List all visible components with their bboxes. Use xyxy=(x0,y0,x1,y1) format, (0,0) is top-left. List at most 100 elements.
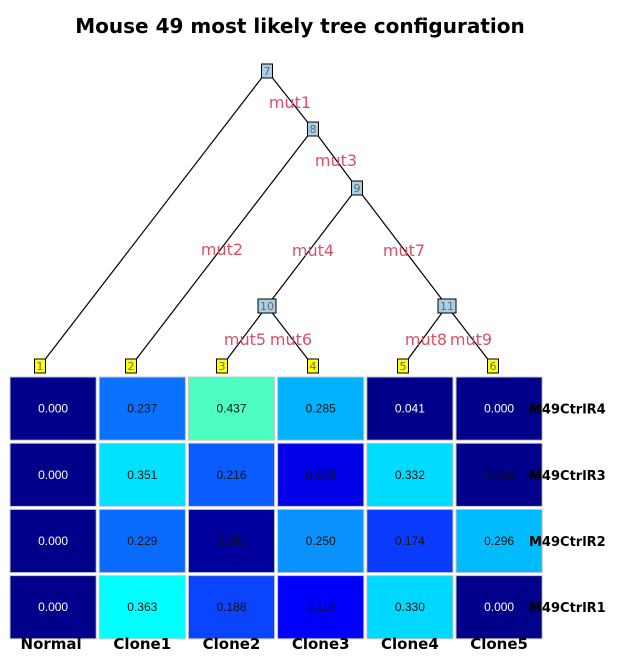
heatmap-cell xyxy=(277,376,365,441)
heatmap-cell xyxy=(277,575,365,640)
edge-label-mut5: mut5 xyxy=(224,330,266,349)
edge-label-mut3: mut3 xyxy=(315,151,357,170)
heatmap-cell-value: 0.174 xyxy=(395,534,425,548)
internal-node-box-10 xyxy=(257,298,277,314)
internal-node-id-10: 10 xyxy=(260,300,274,313)
heatmap-cell xyxy=(366,376,454,441)
heatmap-cell xyxy=(366,442,454,507)
heatmap-cell-value: 0.332 xyxy=(395,468,425,482)
leaf-node-box-1 xyxy=(34,358,46,374)
leaf-node-id-3: 3 xyxy=(219,360,226,373)
heatmap-cell-value: 0.000 xyxy=(38,534,68,548)
heatmap-cell xyxy=(277,508,365,574)
heatmap-cell-value: 0.229 xyxy=(127,534,157,548)
heatmap-cell-value: 0.250 xyxy=(306,534,336,548)
column-label: Clone1 xyxy=(113,635,171,653)
heatmap-cell xyxy=(9,508,97,574)
heatmap-cell xyxy=(187,575,276,640)
tree-edge-10-3 xyxy=(221,305,268,367)
heatmap-cell xyxy=(98,575,186,640)
leaf-node-box-2 xyxy=(125,358,137,374)
internal-node-id-11: 11 xyxy=(440,300,454,313)
heatmap-cell xyxy=(187,508,276,574)
heatmap-cell xyxy=(9,376,97,441)
leaf-node-id-2: 2 xyxy=(128,360,135,373)
tree-edge-11-5 xyxy=(402,305,448,367)
heatmap-cell-value: 0.041 xyxy=(395,402,425,416)
edge-label-mut6: mut6 xyxy=(270,330,312,349)
edge-label-mut7: mut7 xyxy=(383,241,425,260)
leaf-node-id-1: 1 xyxy=(37,360,44,373)
internal-node-box-11 xyxy=(437,298,457,314)
heatmap-cell-value: 0.216 xyxy=(216,468,246,482)
leaf-node-box-4 xyxy=(307,358,319,374)
heatmap-cell-value: 0.000 xyxy=(38,402,68,416)
internal-node-id-9: 9 xyxy=(354,182,361,195)
heatmap-cell-value: 0.363 xyxy=(127,600,157,614)
tree-edge-7-8 xyxy=(266,70,314,130)
heatmap-cell xyxy=(455,508,543,574)
tree-edge-9-10 xyxy=(266,187,358,307)
heatmap-cell-value: 0.000 xyxy=(484,402,514,416)
heatmap-cell-value: 0.119 xyxy=(306,600,335,614)
row-label: M49CtrlR2 xyxy=(529,535,606,550)
edge-label-mut9: mut9 xyxy=(450,330,492,349)
edge-label-mut1: mut1 xyxy=(269,93,311,112)
heatmap-cell-value: 0.330 xyxy=(395,600,425,614)
heatmap-cell-value: 0.296 xyxy=(484,534,514,548)
heatmap-cell-value: 0.285 xyxy=(306,402,336,416)
column-label: Normal xyxy=(21,635,82,653)
row-label: M49CtrlR1 xyxy=(529,601,606,616)
heatmap-cell xyxy=(366,508,454,574)
internal-node-box-7 xyxy=(261,63,273,79)
leaf-node-box-5 xyxy=(397,358,409,374)
figure-title: Mouse 49 most likely tree configuration xyxy=(75,14,525,38)
column-label: Clone5 xyxy=(470,635,528,653)
heatmap-cell-value: 0.000 xyxy=(38,600,68,614)
heatmap-cell xyxy=(277,442,365,507)
edge-label-mut8: mut8 xyxy=(405,330,447,349)
internal-node-id-7: 7 xyxy=(264,65,271,78)
heatmap-cell xyxy=(455,442,543,507)
heatmap-cell-value: 0.188 xyxy=(216,600,246,614)
heatmap-cell xyxy=(187,442,276,507)
row-label: M49CtrlR3 xyxy=(529,469,606,484)
heatmap-cell xyxy=(455,575,543,640)
internal-node-id-8: 8 xyxy=(310,123,317,136)
leaf-node-box-3 xyxy=(216,358,228,374)
column-label: Clone3 xyxy=(292,635,350,653)
heatmap-cell-value: 0.099 xyxy=(306,468,336,482)
heatmap-cell xyxy=(187,376,276,441)
heatmap-cell xyxy=(9,442,97,507)
leaf-node-id-4: 4 xyxy=(310,360,317,373)
leaf-node-box-6 xyxy=(487,358,499,374)
heatmap-cell-value: 0.351 xyxy=(127,468,157,482)
internal-node-box-8 xyxy=(307,121,319,137)
heatmap-cell-value: 0.237 xyxy=(127,402,157,416)
tree-edge-9-11 xyxy=(356,187,448,307)
leaf-node-id-5: 5 xyxy=(400,360,407,373)
heatmap-cell xyxy=(98,508,186,574)
edge-label-mut2: mut2 xyxy=(201,240,243,259)
heatmap-cell-value: 0.081 xyxy=(216,534,246,548)
heatmap-cell xyxy=(98,376,186,441)
heatmap-cell xyxy=(455,376,543,441)
heatmap-cell-value: 0.002 xyxy=(484,468,514,482)
tree-edge-11-6 xyxy=(446,305,494,367)
heatmap-cell xyxy=(98,442,186,507)
column-label: Clone4 xyxy=(381,635,439,653)
tree-edge-7-1 xyxy=(39,70,268,367)
internal-node-box-9 xyxy=(351,180,363,196)
tree-edge-10-4 xyxy=(266,305,314,367)
heatmap-cell-value: 0.437 xyxy=(216,402,246,416)
column-label: Clone2 xyxy=(203,635,261,653)
heatmap-cell xyxy=(9,575,97,640)
tree-edge-8-9 xyxy=(312,128,358,189)
tree-edge-8-2 xyxy=(130,128,314,367)
leaf-node-id-6: 6 xyxy=(490,360,497,373)
heatmap-cell xyxy=(366,575,454,640)
edge-label-mut4: mut4 xyxy=(292,241,334,260)
heatmap-cell-value: 0.000 xyxy=(38,468,68,482)
row-label: M49CtrlR4 xyxy=(529,403,606,418)
